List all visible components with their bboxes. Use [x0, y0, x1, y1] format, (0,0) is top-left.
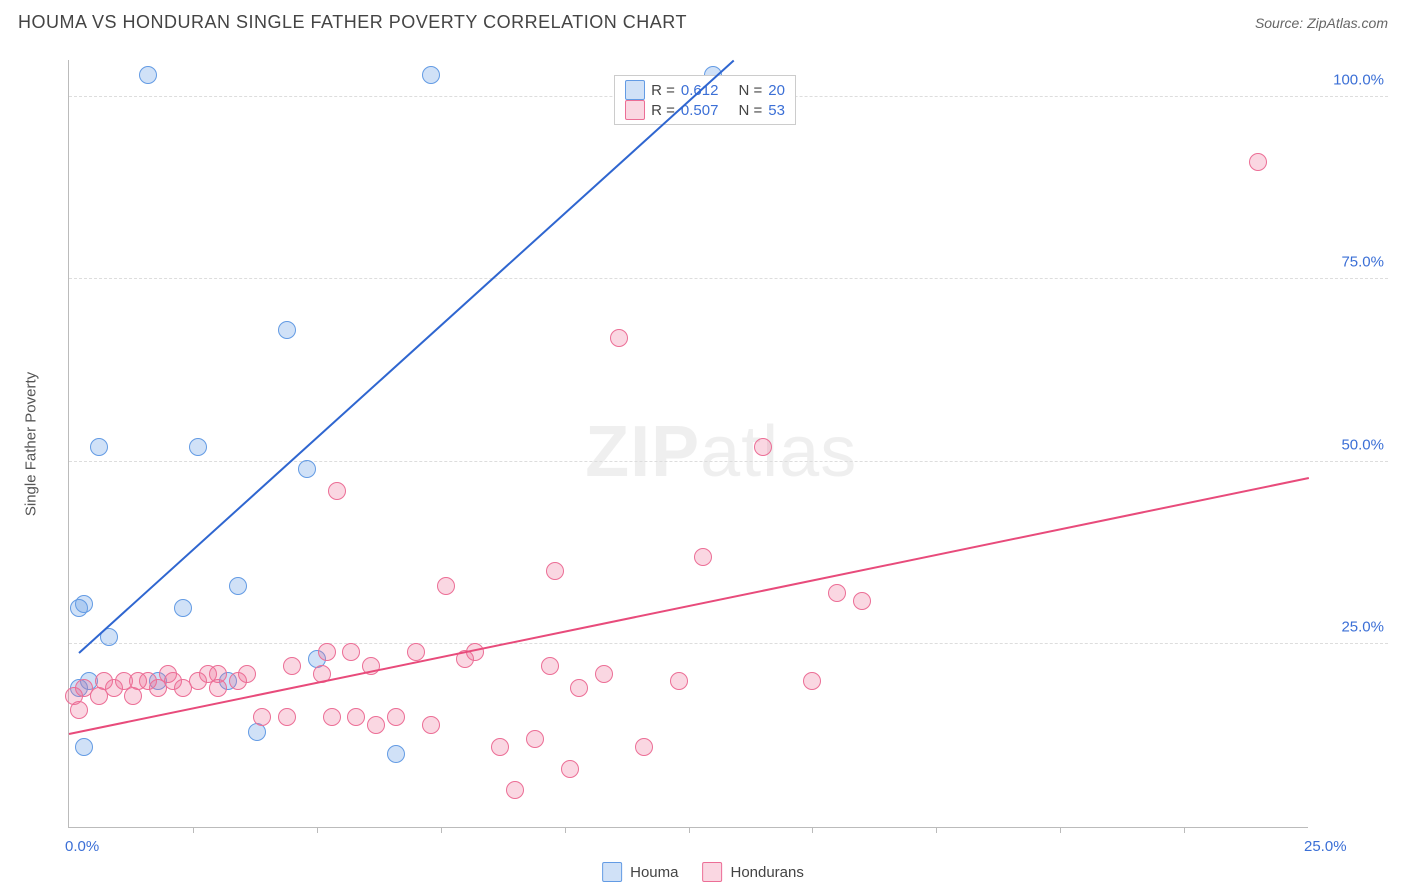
watermark-zip: ZIP — [585, 412, 700, 492]
legend-n-label: N = — [738, 82, 762, 99]
legend-bottom: Houma Hondurans — [602, 862, 804, 882]
data-point — [803, 672, 821, 690]
data-point — [283, 657, 301, 675]
y-tick-label: 100.0% — [1333, 71, 1384, 88]
data-point — [387, 708, 405, 726]
plot-area: Single Father Poverty ZIPatlas 25.0%50.0… — [68, 60, 1308, 828]
legend-swatch — [625, 100, 645, 120]
data-point — [570, 679, 588, 697]
data-point — [318, 643, 336, 661]
y-tick-label: 50.0% — [1341, 436, 1384, 453]
data-point — [610, 329, 628, 347]
x-tick — [193, 827, 194, 833]
legend-item: Hondurans — [702, 862, 803, 882]
legend-label: Houma — [630, 864, 678, 881]
y-axis-title: Single Father Poverty — [23, 371, 40, 515]
data-point — [506, 781, 524, 799]
data-point — [342, 643, 360, 661]
data-point — [422, 66, 440, 84]
x-tick — [565, 827, 566, 833]
data-point — [229, 577, 247, 595]
data-point — [189, 438, 207, 456]
data-point — [635, 738, 653, 756]
gridline-h — [69, 643, 1388, 644]
data-point — [209, 665, 227, 683]
data-point — [90, 438, 108, 456]
data-point — [328, 482, 346, 500]
data-point — [367, 716, 385, 734]
legend-n-label: N = — [738, 102, 762, 119]
x-tick — [1060, 827, 1061, 833]
data-point — [1249, 153, 1267, 171]
data-point — [595, 665, 613, 683]
chart-header: HOUMA VS HONDURAN SINGLE FATHER POVERTY … — [0, 0, 1406, 41]
trendline — [78, 60, 734, 654]
y-tick-label: 25.0% — [1341, 619, 1384, 636]
y-tick-label: 75.0% — [1341, 254, 1384, 271]
data-point — [526, 730, 544, 748]
data-point — [422, 716, 440, 734]
chart-source: Source: ZipAtlas.com — [1255, 15, 1388, 31]
x-tick-label: 0.0% — [65, 838, 99, 855]
data-point — [298, 460, 316, 478]
x-tick — [689, 827, 690, 833]
legend-row: R =0.507N =53 — [625, 100, 785, 120]
x-tick — [812, 827, 813, 833]
data-point — [437, 577, 455, 595]
data-point — [70, 701, 88, 719]
data-point — [828, 584, 846, 602]
legend-n-value: 20 — [768, 82, 785, 99]
legend-item: Houma — [602, 862, 678, 882]
data-point — [174, 599, 192, 617]
x-tick — [1184, 827, 1185, 833]
data-point — [546, 562, 564, 580]
data-point — [754, 438, 772, 456]
x-tick-label: 25.0% — [1304, 838, 1347, 855]
legend-swatch — [602, 862, 622, 882]
data-point — [694, 548, 712, 566]
data-point — [561, 760, 579, 778]
legend-n-value: 53 — [768, 102, 785, 119]
x-tick — [936, 827, 937, 833]
data-point — [541, 657, 559, 675]
legend-swatch — [702, 862, 722, 882]
data-point — [75, 595, 93, 613]
data-point — [491, 738, 509, 756]
gridline-h — [69, 461, 1388, 462]
watermark: ZIPatlas — [585, 411, 857, 493]
data-point — [75, 738, 93, 756]
data-point — [139, 66, 157, 84]
chart-container: Single Father Poverty ZIPatlas 25.0%50.0… — [48, 46, 1388, 846]
legend-label: Hondurans — [730, 864, 803, 881]
data-point — [238, 665, 256, 683]
trendline — [69, 477, 1309, 735]
x-tick — [441, 827, 442, 833]
legend-correlation: R =0.612N =20R =0.507N =53 — [614, 75, 796, 125]
data-point — [323, 708, 341, 726]
data-point — [253, 708, 271, 726]
legend-r-label: R = — [651, 82, 675, 99]
legend-swatch — [625, 80, 645, 100]
data-point — [278, 708, 296, 726]
data-point — [670, 672, 688, 690]
gridline-h — [69, 278, 1388, 279]
watermark-atlas: atlas — [700, 412, 857, 492]
data-point — [347, 708, 365, 726]
chart-title: HOUMA VS HONDURAN SINGLE FATHER POVERTY … — [18, 12, 687, 33]
data-point — [853, 592, 871, 610]
data-point — [387, 745, 405, 763]
data-point — [407, 643, 425, 661]
x-tick — [317, 827, 318, 833]
data-point — [278, 321, 296, 339]
